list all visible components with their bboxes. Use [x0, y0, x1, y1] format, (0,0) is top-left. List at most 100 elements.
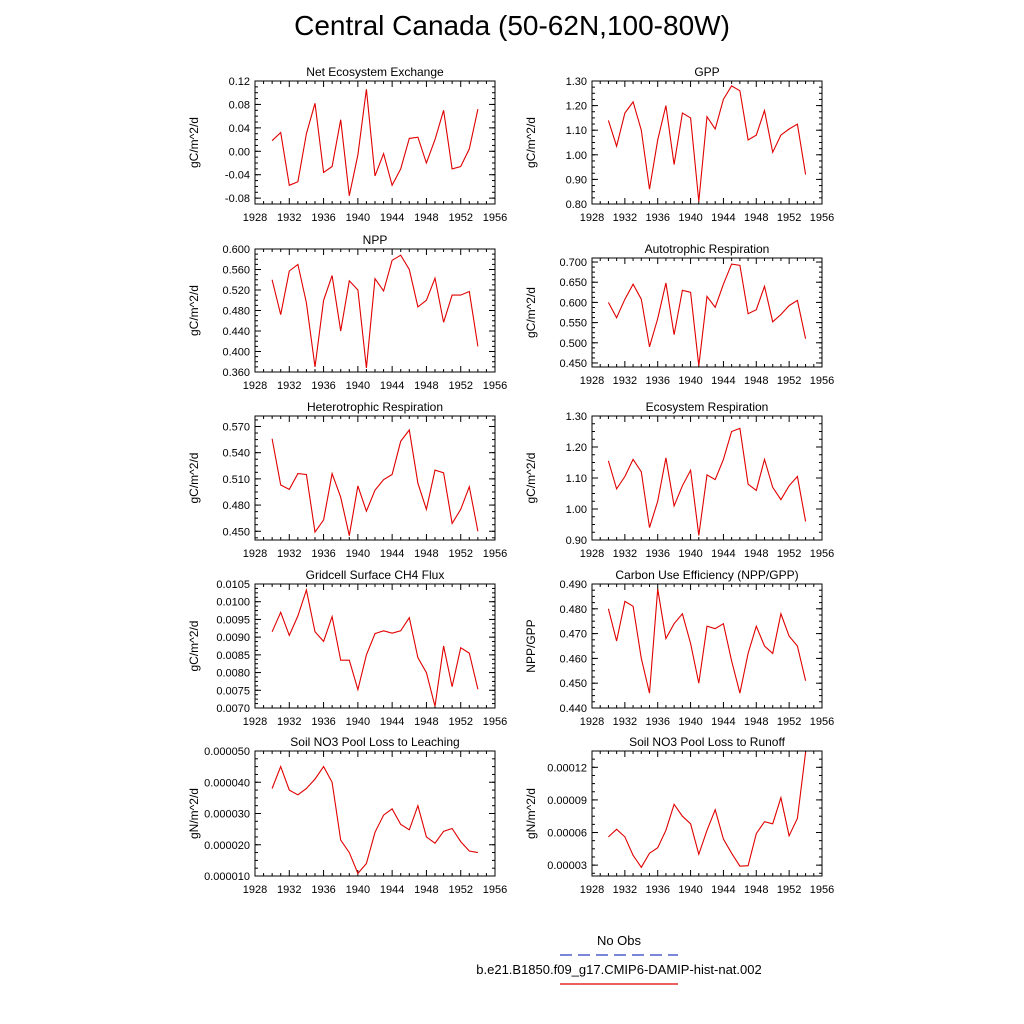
y-tick-label: 0.480 [222, 500, 250, 512]
x-tick-label: 1928 [243, 380, 267, 392]
x-tick-label: 1932 [613, 548, 637, 560]
x-tick-label: 1944 [380, 884, 404, 896]
y-tick-label: 0.12 [229, 76, 250, 88]
y-tick-label: 0.600 [222, 244, 250, 256]
y-tick-label: 0.480 [559, 604, 587, 616]
x-tick-label: 1936 [311, 380, 335, 392]
plot-frame [591, 257, 823, 368]
y-tick-label: 0.470 [559, 629, 587, 641]
plot-frame [254, 80, 496, 205]
y-tick-label: 1.30 [566, 76, 587, 88]
x-tick-label: 1936 [311, 548, 335, 560]
y-tick-label: 0.510 [222, 474, 250, 486]
x-tick-label: 1956 [810, 212, 834, 224]
x-tick-label: 1956 [810, 375, 834, 387]
y-tick-label: 0.08 [229, 99, 250, 111]
y-tick-label: 0.00003 [547, 860, 587, 872]
y-tick-label: 0.560 [222, 265, 250, 277]
panel-title: Soil NO3 Pool Loss to Leaching [290, 735, 459, 749]
panel-title: NPP [363, 233, 388, 247]
y-tick-label: 0.600 [559, 297, 587, 309]
x-tick-label: 1936 [645, 884, 669, 896]
y-tick-label: 0.650 [559, 277, 587, 289]
y-tick-label: 0.000040 [204, 777, 250, 789]
y-tick-label: 0.000050 [204, 746, 250, 758]
y-tick-label: 0.500 [559, 338, 587, 350]
plot-frame [254, 415, 496, 541]
x-tick-label: 1932 [277, 548, 301, 560]
x-tick-label: 1940 [678, 716, 702, 728]
y-axis-label: gC/m^2/d [187, 621, 201, 672]
y-tick-label: 1.20 [566, 101, 587, 113]
chart-panel-2: NPP 1928 1932 1936 1940 1944 1948 1952 1956 0.360… [187, 233, 507, 392]
panel-title: GPP [694, 65, 719, 79]
y-tick-label: 0.700 [559, 257, 587, 269]
x-tick-label: 1956 [810, 716, 834, 728]
y-tick-label: 0.00006 [547, 828, 587, 840]
y-axis-label: gC/m^2/d [524, 453, 538, 504]
x-tick-label: 1952 [448, 716, 472, 728]
y-tick-label: 0.460 [559, 653, 587, 665]
y-axis-label: gC/m^2/d [187, 117, 201, 168]
x-tick-label: 1936 [311, 212, 335, 224]
y-tick-label: 1.00 [566, 150, 587, 162]
y-tick-label: 0.04 [229, 123, 250, 135]
x-tick-label: 1956 [483, 548, 507, 560]
x-tick-label: 1928 [580, 716, 604, 728]
x-tick-label: 1936 [645, 716, 669, 728]
x-tick-label: 1948 [414, 884, 438, 896]
x-tick-label: 1948 [744, 212, 768, 224]
y-tick-label: 0.00 [229, 146, 250, 158]
y-tick-label: 0.440 [559, 703, 587, 715]
y-tick-label: 0.400 [222, 347, 250, 359]
x-tick-label: 1940 [678, 375, 702, 387]
x-tick-label: 1940 [678, 548, 702, 560]
y-tick-label: 0.0095 [216, 614, 250, 626]
y-tick-label: 0.440 [222, 326, 250, 338]
x-tick-label: 1944 [380, 380, 404, 392]
y-tick-label: 1.20 [566, 442, 587, 454]
y-tick-label: 0.80 [566, 199, 587, 211]
y-tick-label: 0.450 [222, 526, 250, 538]
y-tick-label: 0.450 [559, 358, 587, 370]
y-axis-label: gN/m^2/d [524, 788, 538, 839]
x-tick-label: 1936 [645, 212, 669, 224]
y-tick-label: 0.000020 [204, 840, 250, 852]
x-tick-label: 1936 [311, 716, 335, 728]
chart-panel-5: Ecosystem Respiration 1928 1932 1936 1940 194… [524, 400, 834, 560]
x-tick-label: 1956 [483, 716, 507, 728]
chart-panel-4: Heterotrophic Respiration 1928 1932 1936 194… [187, 400, 507, 560]
x-tick-label: 1948 [414, 212, 438, 224]
y-tick-label: 0.0070 [216, 703, 250, 715]
x-tick-label: 1940 [346, 716, 370, 728]
panel-title: Carbon Use Efficiency (NPP/GPP) [615, 568, 798, 582]
legend-label-no-obs: No Obs [596, 933, 642, 948]
legend-label-run: b.e21.B1850.f09_g17.CMIP6-DAMIP-hist-nat… [476, 962, 762, 977]
x-tick-label: 1952 [777, 716, 801, 728]
y-tick-label: 0.00012 [547, 762, 587, 774]
y-tick-label: 0.000030 [204, 809, 250, 821]
panel-title: Soil NO3 Pool Loss to Runoff [629, 735, 786, 749]
y-tick-label: 0.90 [566, 535, 587, 547]
y-tick-label: 0.0080 [216, 668, 250, 680]
chart-panel-3: Autotrophic Respiration 1928 1932 1936 1940 1… [524, 242, 834, 387]
x-tick-label: 1940 [678, 212, 702, 224]
plot-frame [591, 80, 823, 205]
x-tick-label: 1952 [777, 548, 801, 560]
x-tick-label: 1940 [346, 212, 370, 224]
x-tick-label: 1948 [414, 380, 438, 392]
x-tick-label: 1956 [483, 212, 507, 224]
x-tick-label: 1940 [346, 548, 370, 560]
x-tick-label: 1932 [277, 212, 301, 224]
x-tick-label: 1944 [711, 548, 735, 560]
series-line-0 [607, 588, 807, 694]
x-tick-label: 1952 [448, 212, 472, 224]
x-tick-label: 1932 [613, 716, 637, 728]
x-tick-label: 1944 [380, 212, 404, 224]
x-tick-label: 1952 [448, 380, 472, 392]
x-tick-label: 1936 [645, 375, 669, 387]
x-tick-label: 1944 [711, 375, 735, 387]
x-tick-label: 1944 [380, 716, 404, 728]
y-tick-label: 0.0075 [216, 685, 250, 697]
y-axis-label: gC/m^2/d [187, 285, 201, 336]
